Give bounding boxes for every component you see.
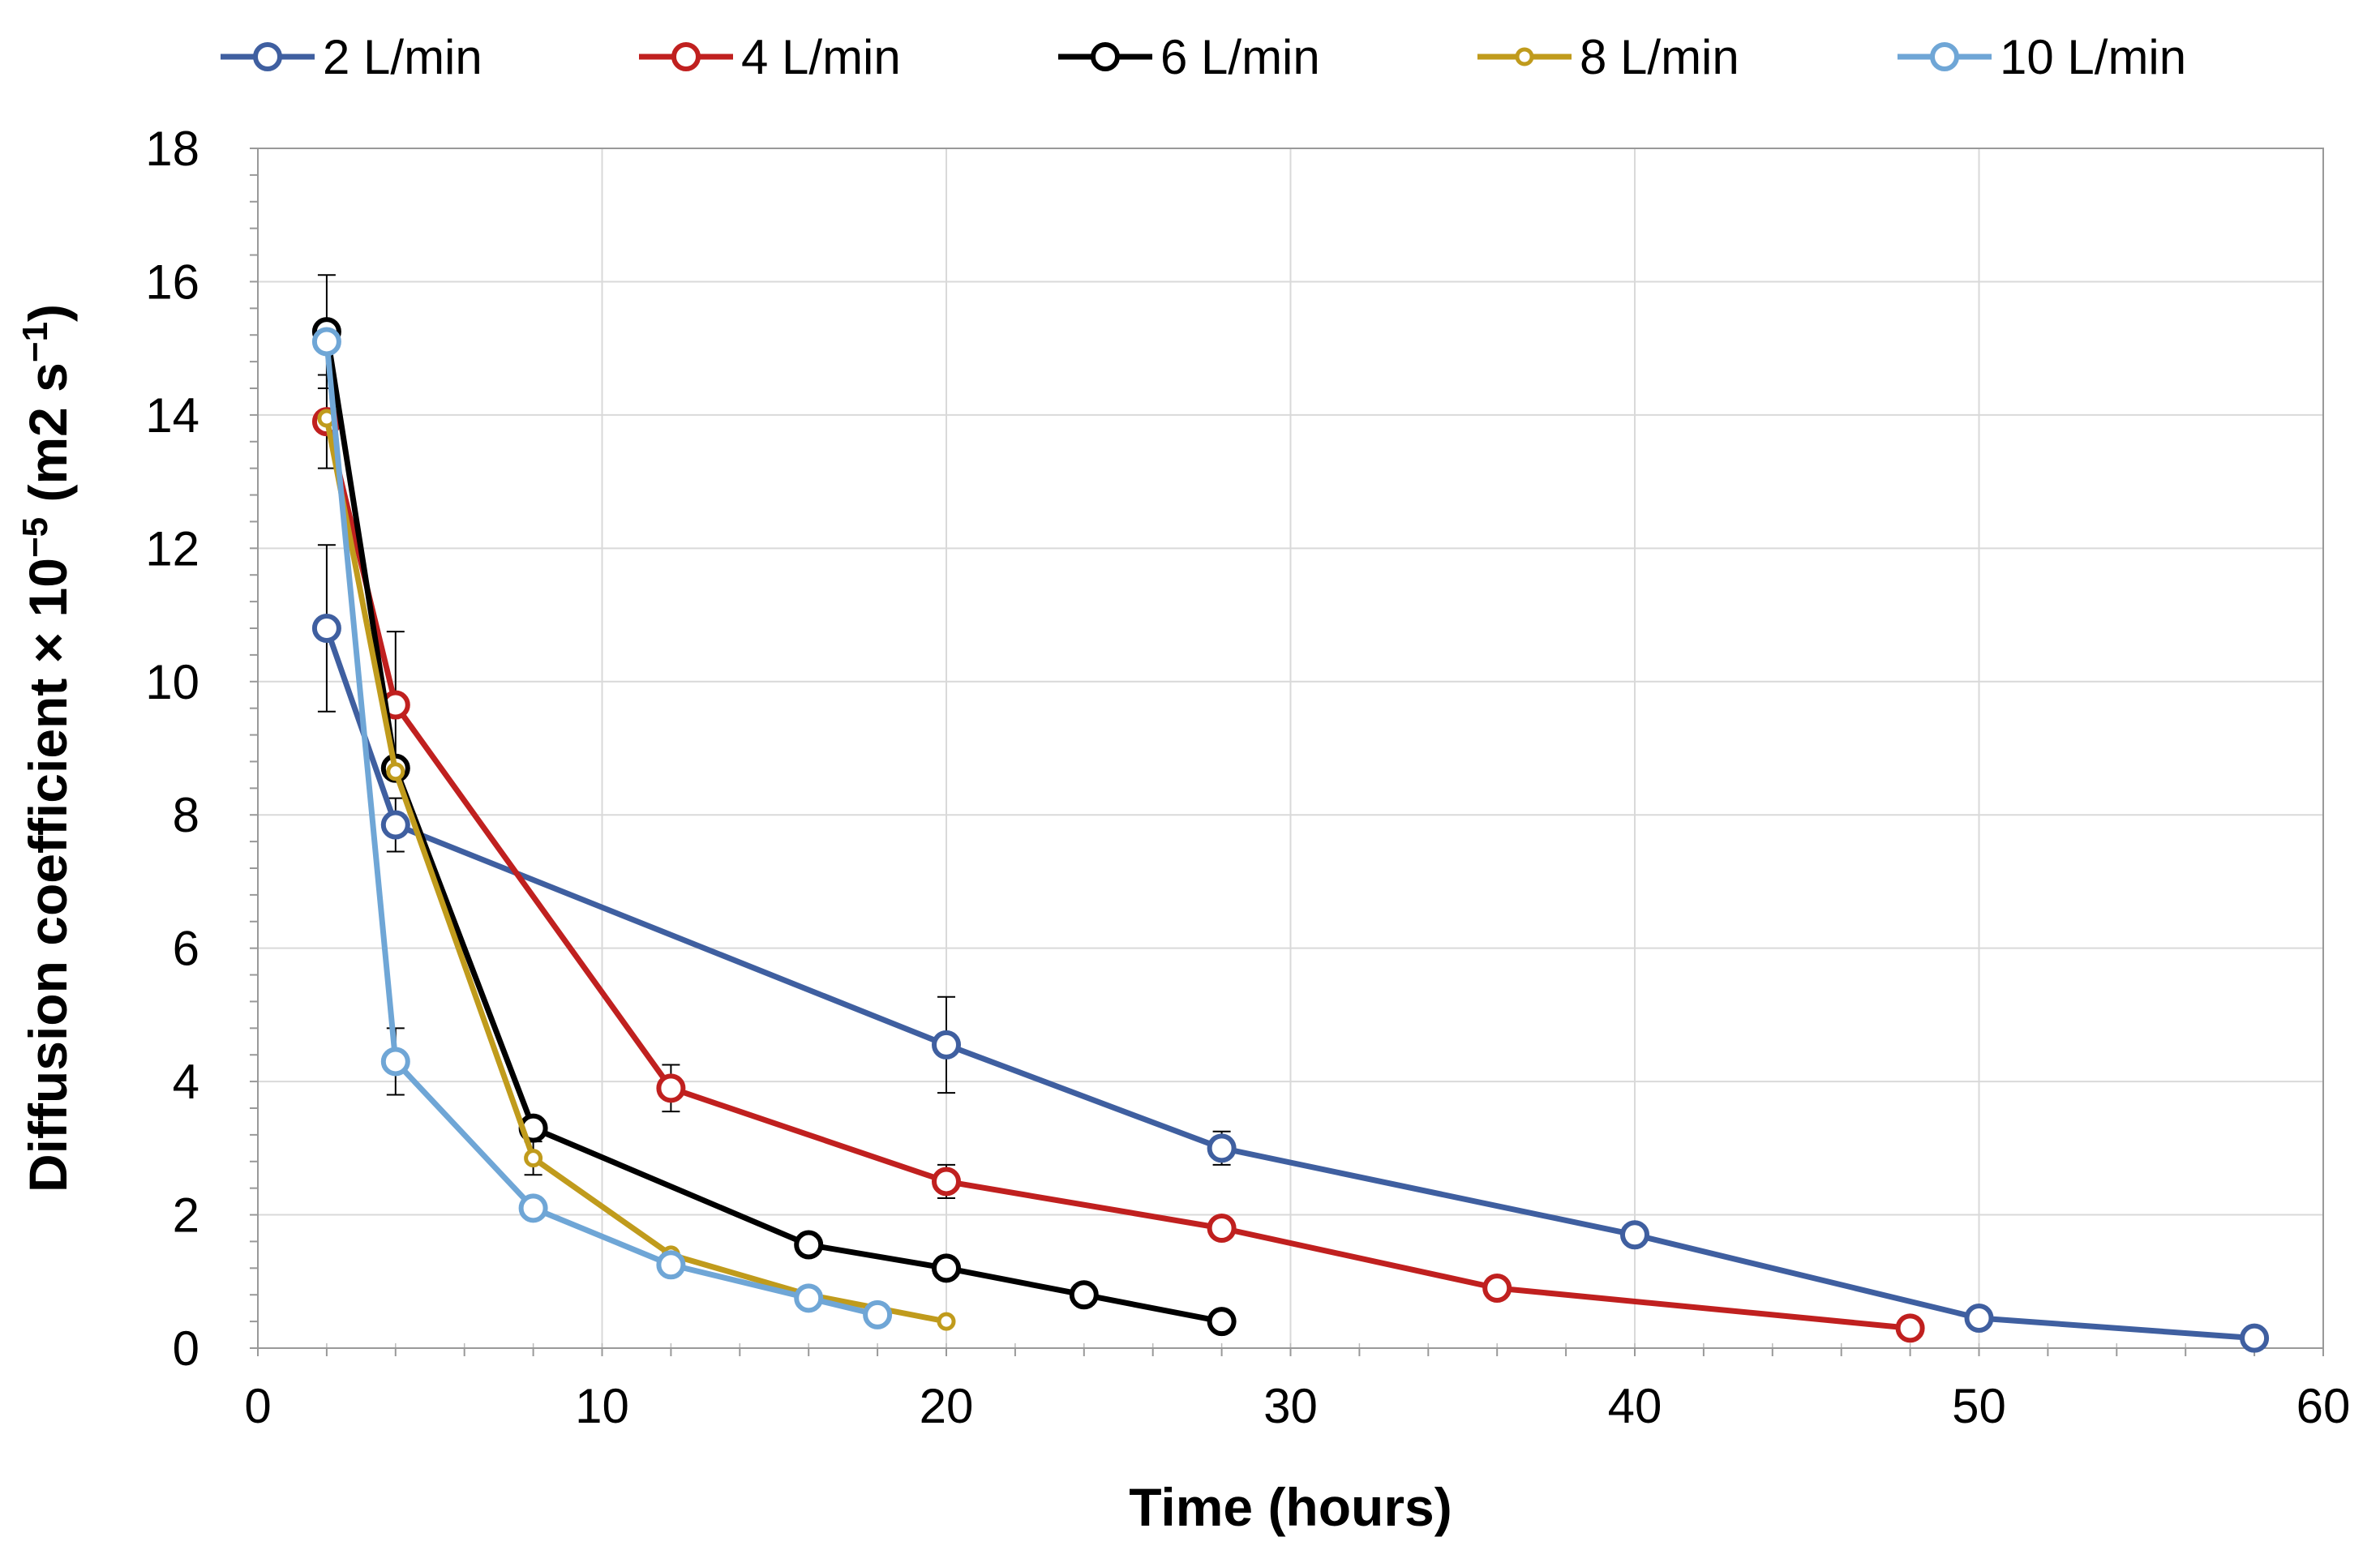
x-tick-label: 50 — [1952, 1379, 2006, 1433]
legend-item: 8 L/min — [1477, 30, 1739, 84]
y-tick-label: 0 — [173, 1321, 199, 1376]
legend: 2 L/min 4 L/min 6 L/min 8 L/min 10 L/min — [221, 30, 2186, 84]
data-point — [863, 1299, 893, 1329]
legend-swatch-marker — [671, 42, 701, 71]
x-tick-label: 0 — [244, 1379, 271, 1433]
y-tick-label: 8 — [173, 788, 199, 842]
legend-item: 6 L/min — [1058, 30, 1320, 84]
series-line — [324, 421, 1910, 1331]
y-axis-title-exponent: −5 — [15, 517, 55, 558]
y-tick-label: 16 — [145, 255, 199, 309]
y-tick-label: 4 — [173, 1055, 199, 1109]
y-axis-title-unit-close: ) — [18, 304, 78, 322]
plot-area — [257, 148, 2324, 1349]
data-point — [311, 327, 341, 357]
data-point — [380, 810, 410, 840]
legend-label: 4 L/min — [741, 30, 901, 84]
data-point — [386, 762, 405, 781]
data-point — [794, 1230, 824, 1260]
x-tick-label: 60 — [2296, 1379, 2351, 1433]
data-point — [1964, 1304, 1994, 1333]
data-point — [932, 1030, 961, 1060]
y-tick-label: 14 — [145, 388, 199, 443]
data-point — [524, 1149, 543, 1168]
data-point — [656, 1250, 686, 1280]
legend-label: 10 L/min — [2000, 30, 2186, 84]
series-2 — [311, 407, 1925, 1343]
data-point — [2240, 1323, 2270, 1353]
data-point — [1207, 1214, 1237, 1243]
data-point — [1207, 1307, 1237, 1337]
series-1 — [311, 614, 2270, 1353]
error-bars — [317, 274, 1231, 1199]
data-point — [1895, 1313, 1925, 1343]
legend-item: 4 L/min — [639, 30, 901, 84]
data-point — [1482, 1274, 1512, 1303]
legend-swatch-marker — [1515, 47, 1534, 66]
data-point — [380, 1047, 410, 1077]
data-point — [932, 1167, 961, 1197]
y-axis-title-unit-exponent: −1 — [15, 322, 55, 362]
legend-label: 8 L/min — [1580, 30, 1739, 84]
data-point — [311, 614, 341, 643]
legend-swatch-marker — [1091, 42, 1120, 71]
y-tick-label: 2 — [173, 1188, 199, 1243]
data-point — [656, 1073, 686, 1103]
y-tick-label: 6 — [173, 922, 199, 976]
y-axis-title-unit-open: (m2 s — [18, 362, 78, 517]
legend-item: 2 L/min — [221, 30, 482, 84]
legend-label: 2 L/min — [323, 30, 482, 84]
y-axis-ticks: 0 2 4 6 8 10 12 14 16 18 — [145, 122, 199, 1376]
x-tick-label: 30 — [1263, 1379, 1318, 1433]
y-tick-label: 12 — [145, 521, 199, 576]
x-tick-label: 40 — [1608, 1379, 1662, 1433]
y-axis-title: Diffusion coefficient × 10−5 (m2 s−1) — [15, 304, 78, 1192]
y-tick-label: 18 — [145, 122, 199, 176]
series-5 — [311, 327, 893, 1329]
gridlines — [258, 148, 2323, 1348]
y-tick-label: 10 — [145, 655, 199, 709]
data-point — [518, 1193, 548, 1223]
y-axis-title-prefix: Diffusion coefficient × 10 — [18, 558, 78, 1192]
data-point — [937, 1312, 956, 1331]
legend-label: 6 L/min — [1160, 30, 1320, 84]
x-tick-label: 10 — [575, 1379, 629, 1433]
legend-swatch-marker — [253, 42, 282, 71]
data-point — [794, 1283, 824, 1313]
legend-item: 10 L/min — [1898, 30, 2186, 84]
data-point — [1620, 1220, 1649, 1250]
data-point — [1207, 1133, 1237, 1163]
legend-swatch-marker — [1930, 42, 1959, 71]
data-point — [932, 1253, 961, 1283]
x-tick-label: 20 — [920, 1379, 974, 1433]
series-group — [311, 317, 2270, 1353]
x-axis-ticks: 0 10 20 30 40 50 60 — [244, 1379, 2350, 1433]
x-axis-title: Time (hours) — [1129, 1477, 1452, 1537]
data-point — [1069, 1280, 1099, 1310]
series-line — [324, 331, 1223, 1325]
series-line — [324, 417, 947, 1325]
series-3 — [311, 317, 1237, 1337]
